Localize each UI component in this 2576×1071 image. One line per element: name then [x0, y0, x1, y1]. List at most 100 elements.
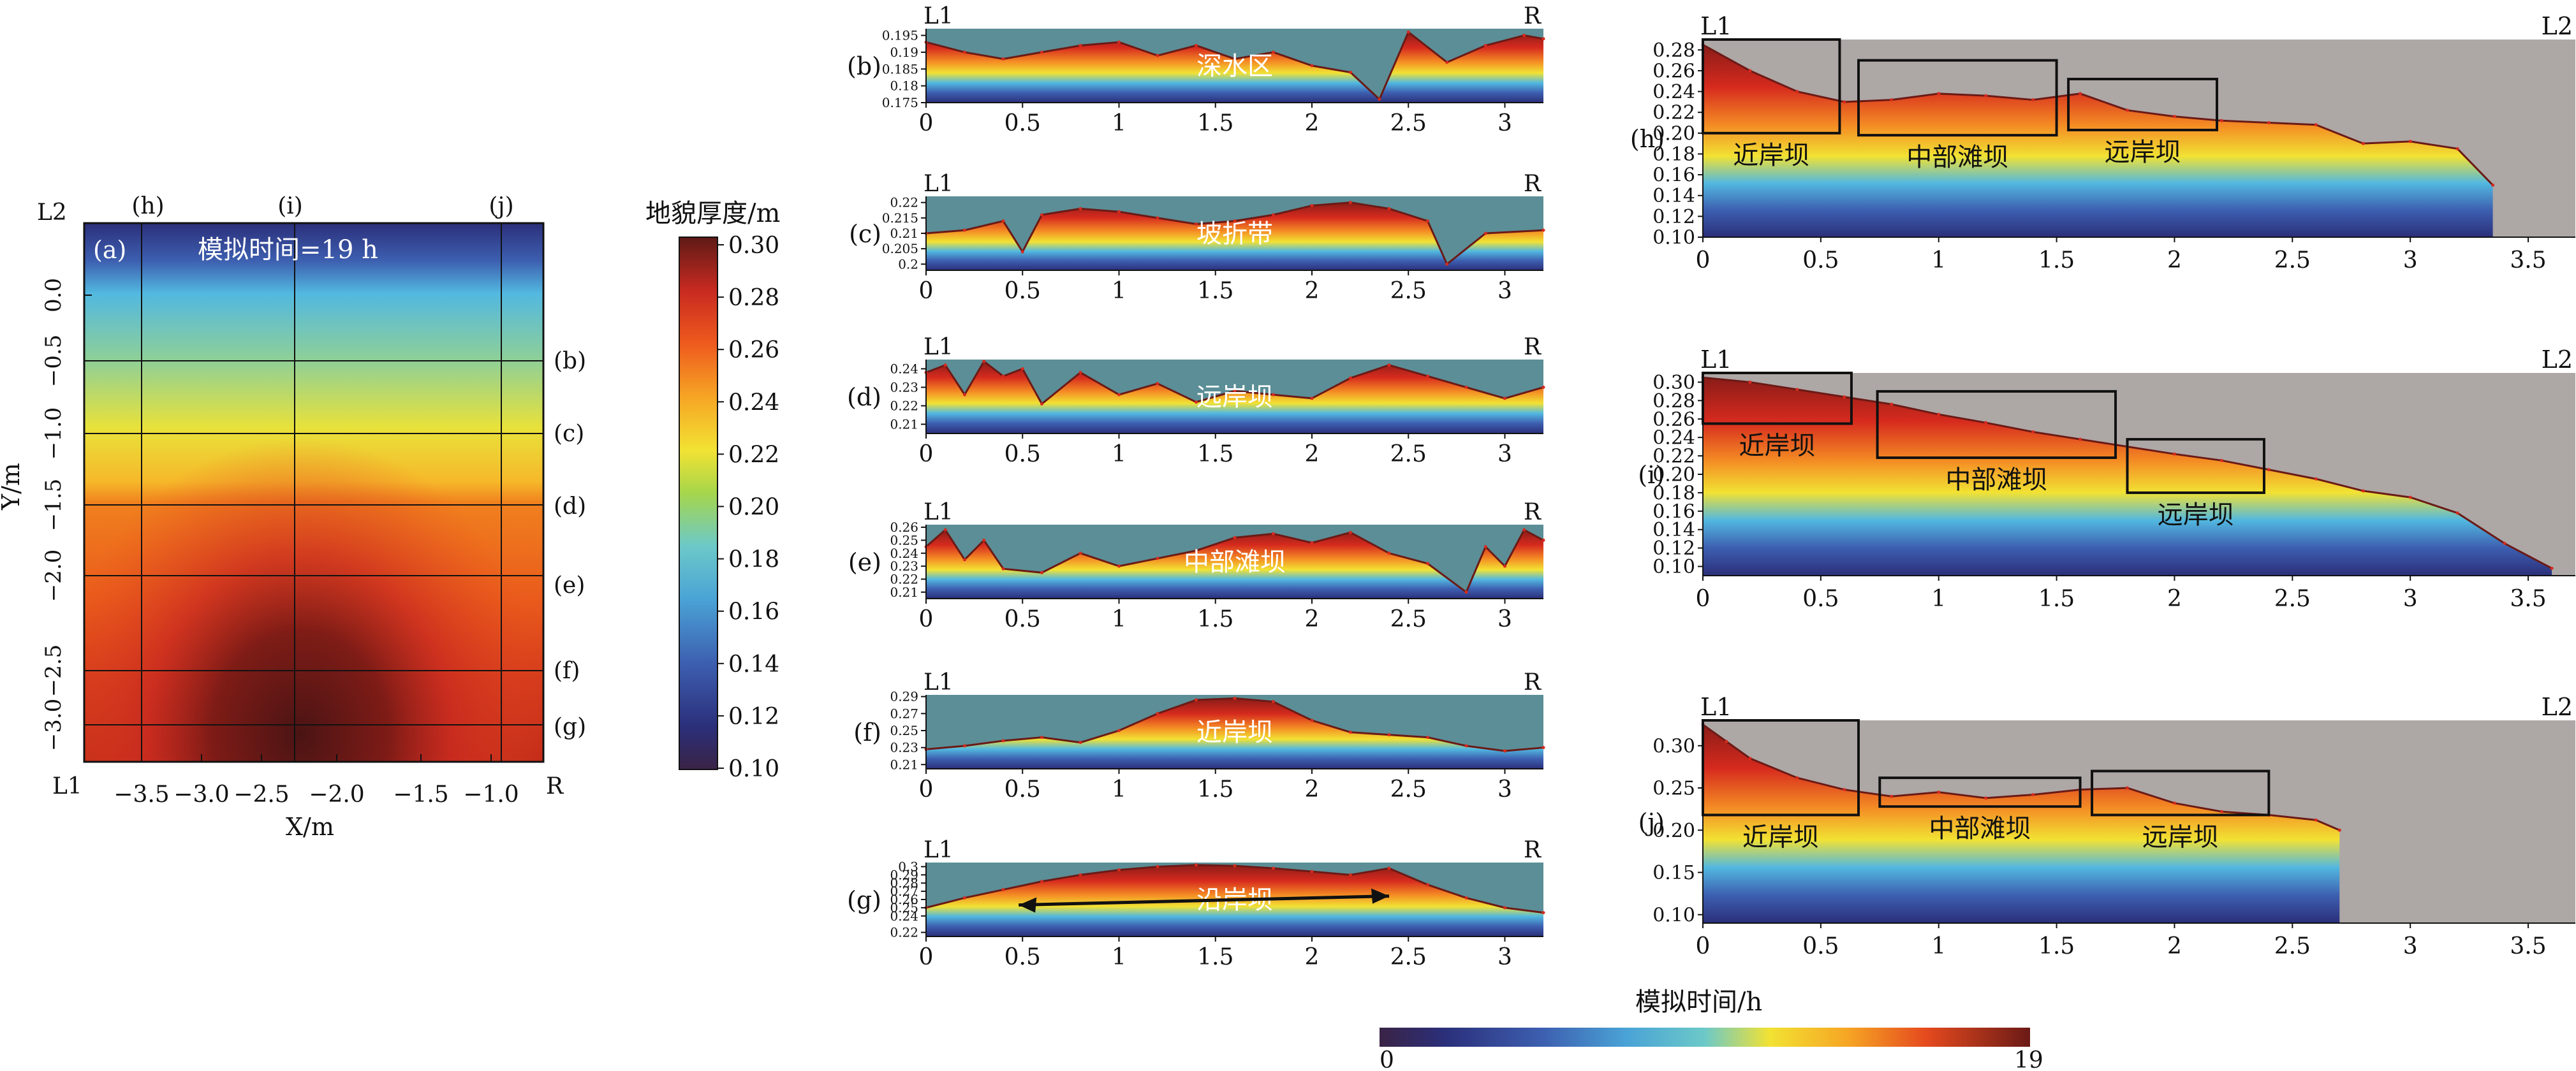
profile-y-tick-label: 0.185 [882, 61, 918, 76]
profile-data-point [982, 360, 986, 363]
profile-data-point [963, 744, 966, 748]
profile-area [926, 202, 1543, 270]
profile-data-point [1890, 794, 1894, 798]
profile-region-box [2126, 438, 2265, 494]
profile-y-tick-label: 0.21 [890, 417, 918, 432]
profile-data-point [2314, 818, 2318, 822]
corner-label-bottom-right: R [546, 773, 564, 799]
map-x-axis: −3.5 −3.0 −2.5 −2.0 −1.5 −1.0 [114, 754, 519, 808]
profile-data-point [2267, 121, 2271, 125]
time-colorbar-min: 0 [1380, 1047, 1394, 1071]
profile-y-tick-label: 0.19 [890, 45, 918, 60]
profile-y-tick-label: 0.29 [890, 689, 918, 704]
profile-data-point [2031, 98, 2035, 102]
profile-data-point [1233, 219, 1237, 223]
arrow-shaft [1019, 894, 1390, 907]
profile-data-point [1748, 69, 1752, 73]
profile-panel-label: (c) [849, 220, 881, 248]
profile-region-label: 近岸坝 [1733, 141, 1809, 170]
profile-y-tick-label: 0.18 [890, 78, 918, 94]
map-y-axis-label: Y/m [0, 463, 25, 511]
profile-data-point [1795, 776, 1799, 780]
profile-right-end-label: R [1524, 669, 1542, 696]
profile-data-point [2337, 828, 2341, 832]
profile-region-box [1878, 776, 2082, 808]
profile-x-tick-label: 2 [1305, 110, 1320, 136]
profile-series-line [1702, 43, 2494, 186]
profile-x-tick-label: 3 [1498, 944, 1512, 970]
thickness-colorbar-ticks: 0.30 0.28 0.26 0.24 0.22 0.20 0.18 0.16 0.14 0.12… [718, 233, 779, 782]
thickness-colorbar: 地貌厚度/m 0.300.280.260.240.220.200.180.160… [645, 199, 780, 782]
profile-x-tick-label: 2.5 [1390, 776, 1427, 803]
profile-y-tick-label: 0.26 [890, 520, 918, 535]
profile-data-point [1464, 896, 1468, 900]
profile-data-point [1272, 50, 1275, 54]
profile-data-point [1001, 57, 1005, 61]
profile-left-end-label: L1 [924, 171, 953, 197]
profile-data-point [1426, 562, 1429, 565]
profile-data-point [2408, 140, 2412, 143]
profile-left-end-label: L1 [1700, 693, 1732, 721]
profile-data-point [1195, 549, 1198, 553]
profile-y-tick-label: 0.24 [890, 908, 918, 924]
profile-data-point [1117, 210, 1121, 214]
profile-data-point [1310, 541, 1314, 544]
profile-area [1703, 724, 2340, 923]
section-label-top: (h) [131, 193, 164, 219]
profile-y-tick-label: 0.2 [898, 256, 918, 272]
profile-x-tick-label: 2.5 [1390, 110, 1427, 136]
profile-x-tick-label: 3 [2403, 933, 2418, 959]
profile-x-tick-label: 2 [2167, 586, 2182, 612]
map-x-tick-label: −2.5 [233, 782, 289, 808]
profile-data-point [2031, 793, 2035, 797]
profile-left-end-label: L1 [924, 837, 953, 863]
profile-data-point [1001, 374, 1005, 378]
profile-data-point [1937, 790, 1941, 794]
thickness-colorbar-tick-label: 0.10 [728, 756, 779, 782]
profile-left-end-label: L1 [1700, 346, 1732, 374]
profile-data-point [1464, 590, 1468, 594]
profile-data-point [1387, 207, 1391, 210]
profile-data-point [2455, 147, 2459, 150]
profile-y-tick-label: 0.22 [890, 925, 918, 940]
profile-x-tick-label: 2 [1305, 944, 1320, 970]
profile-data-point [2455, 511, 2459, 515]
profile-data-point [1937, 412, 1941, 416]
section-label-right: (c) [554, 421, 584, 447]
profile-data-point [1040, 50, 1043, 54]
profile-x-tick-label: 3.5 [2510, 247, 2546, 273]
profile-data-point [963, 228, 966, 232]
profile-right-end-label: L2 [2542, 346, 2573, 374]
profile-data-point [2079, 92, 2082, 96]
section-label-right: (d) [554, 493, 586, 520]
profile-data-point [1156, 216, 1159, 220]
profile-data-point [1195, 863, 1198, 867]
profile-x-tick-label: 2.5 [2274, 586, 2311, 612]
profile-data-point [1117, 393, 1121, 397]
profile-y-tick-label: 0.25 [890, 900, 918, 915]
profile-data-point [1542, 37, 1545, 41]
profile-data-point [2491, 183, 2495, 187]
profile-x-tick-label: 3 [1498, 110, 1512, 136]
thickness-colorbar-tick-label: 0.14 [728, 652, 779, 678]
profile-data-point [1310, 718, 1314, 722]
profile-x-tick-label: 0 [1696, 933, 1711, 959]
profile-y-tick-label: 0.22 [890, 195, 918, 210]
profile-x-tick-label: 1 [1112, 278, 1126, 304]
profile-data-point [1542, 386, 1545, 389]
profile-data-point [1984, 796, 1988, 800]
map-y-tick-label: −2.5 [41, 645, 66, 697]
profile-data-point [1426, 374, 1429, 378]
panel-label-a: (a) [93, 236, 126, 264]
profile-data-point [1522, 528, 1526, 532]
profile-x-tick-label: 2 [1305, 606, 1320, 632]
profile-data-point [1310, 870, 1314, 873]
profile-x-tick-label: 0 [1696, 586, 1711, 612]
profile-data-point [1020, 250, 1024, 254]
profile-data-point [1542, 911, 1545, 915]
profile-panel-f: 0 0.5 1 1.5 2 2.5 3 0.29 0.27 0.25 0.23 0.21 L1 R (f) 近… [853, 669, 1545, 803]
corner-label-bottom-left: L1 [52, 773, 82, 799]
profile-region-label: 近岸坝 [1739, 432, 1815, 461]
profile-data-point [1522, 34, 1526, 38]
profile-data-point [1349, 376, 1352, 380]
